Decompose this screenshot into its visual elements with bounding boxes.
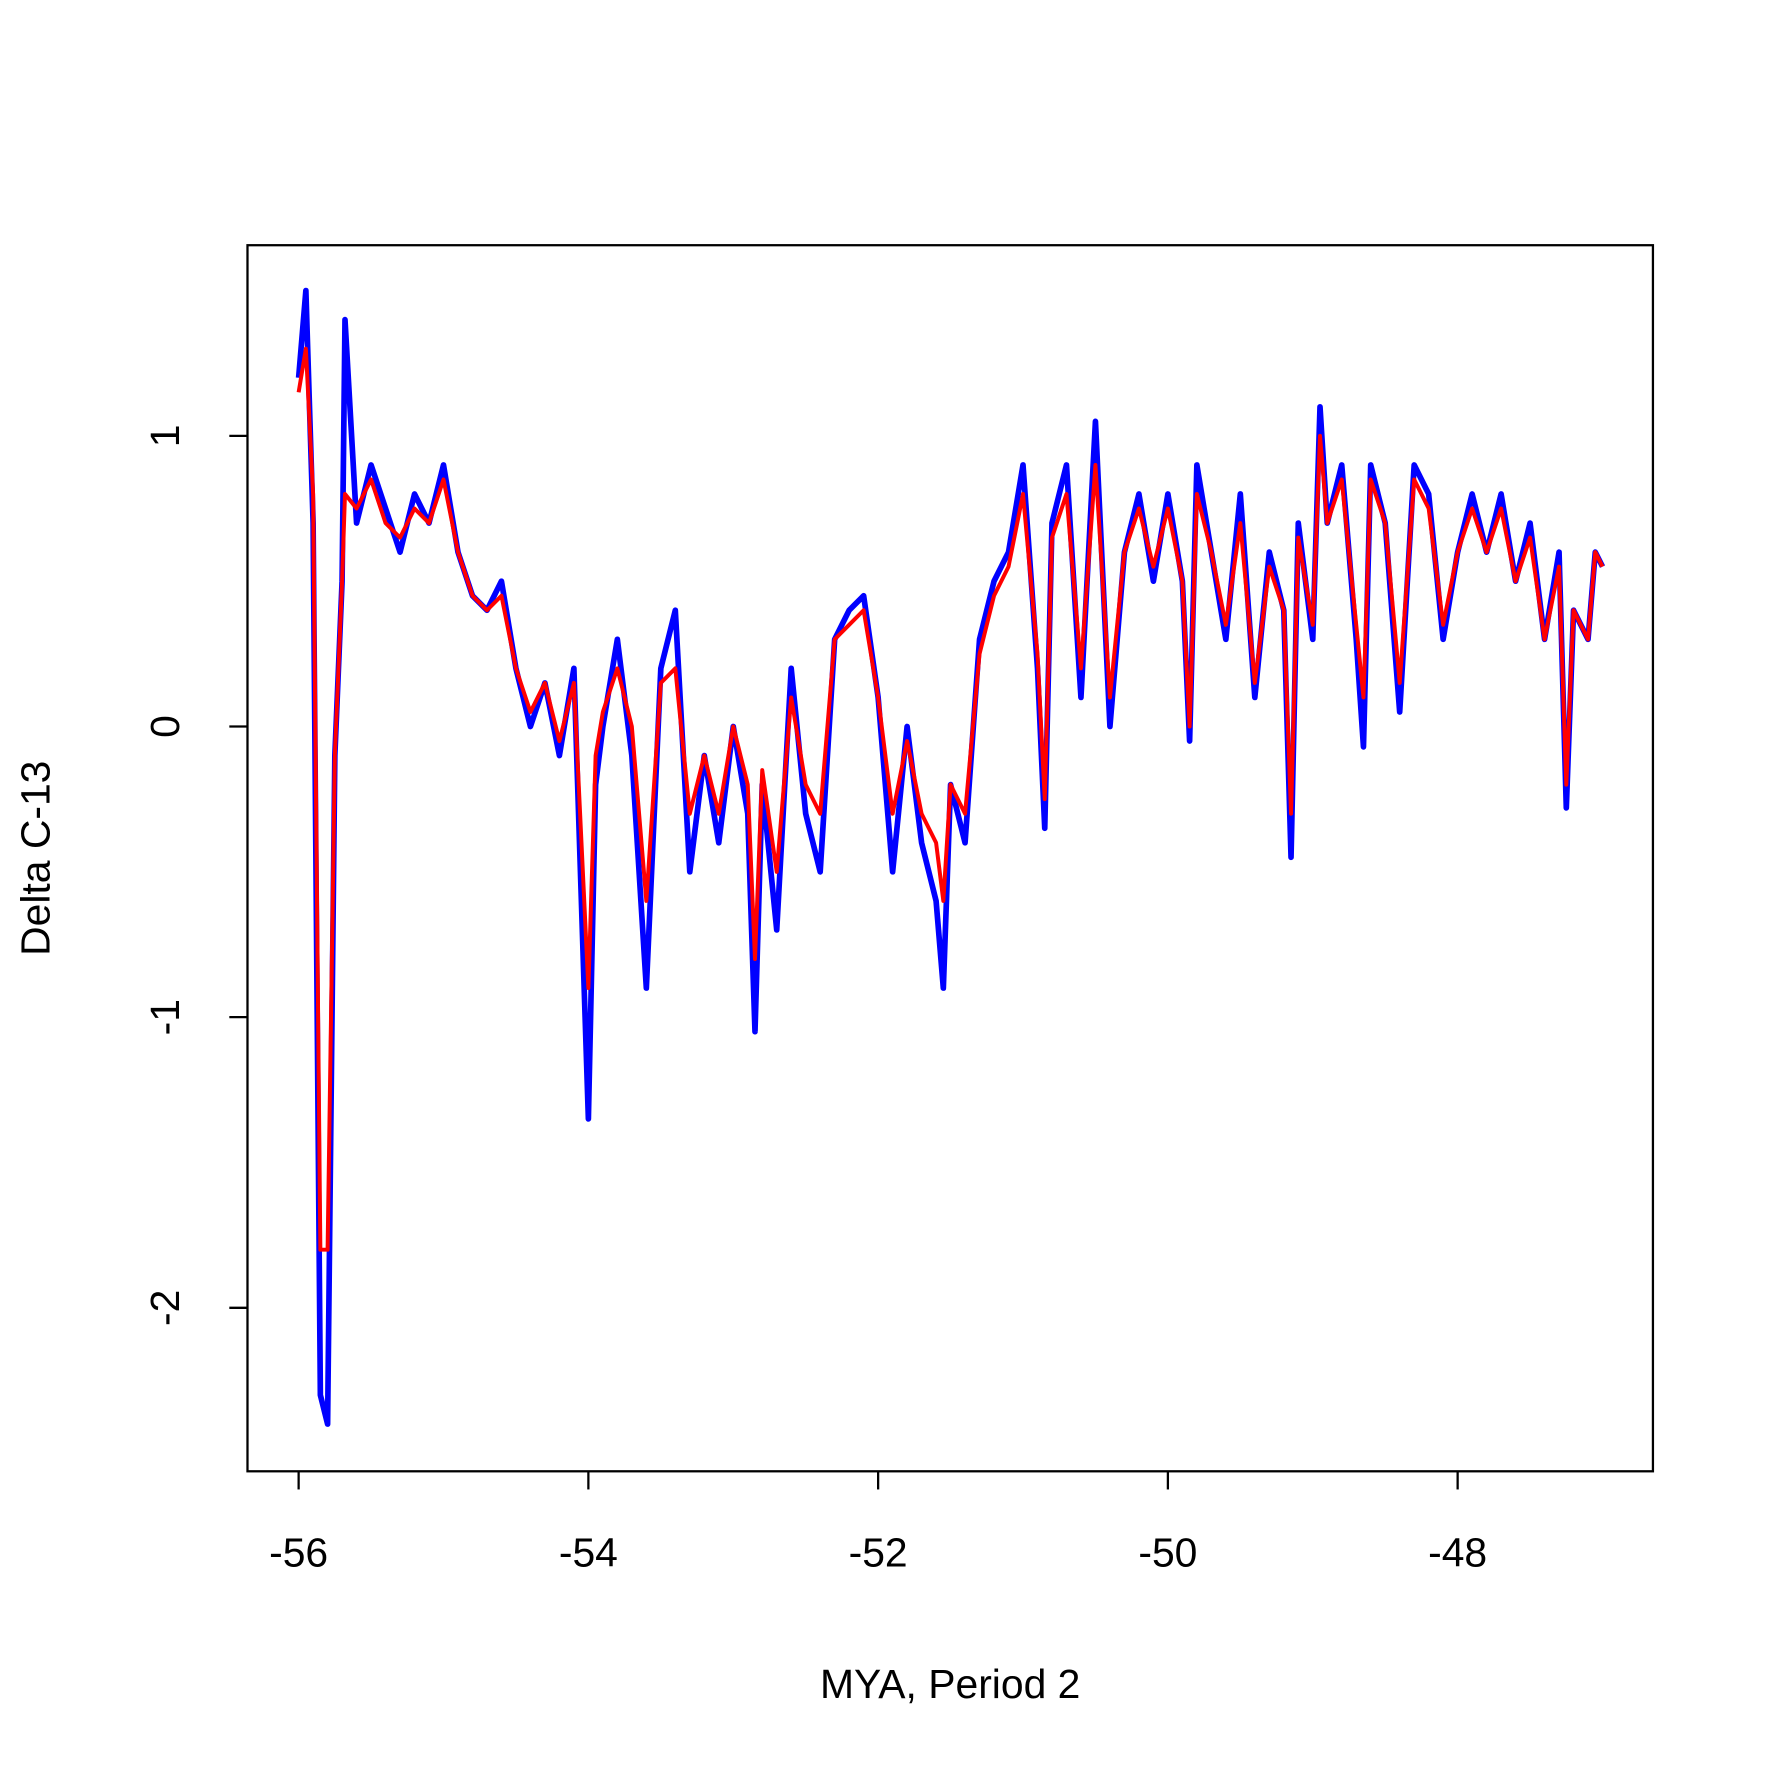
y-tick-label: 1	[142, 425, 188, 448]
y-tick-label: -2	[142, 1290, 188, 1326]
data-line	[295, 287, 1606, 1427]
x-tick-label: -52	[849, 1530, 908, 1576]
x-tick-label: -50	[1138, 1530, 1197, 1576]
y-tick-label: 0	[142, 715, 188, 738]
data-line	[296, 346, 1605, 1252]
x-tick-label: -48	[1428, 1530, 1487, 1576]
x-tick-label: -56	[269, 1530, 328, 1576]
x-tick-label: -54	[559, 1530, 618, 1576]
y-axis-title: Delta C-13	[12, 761, 58, 956]
y-tick-label: -1	[142, 999, 188, 1035]
plot-frame	[246, 244, 1655, 1473]
x-axis-title: MYA, Period 2	[820, 1661, 1080, 1707]
